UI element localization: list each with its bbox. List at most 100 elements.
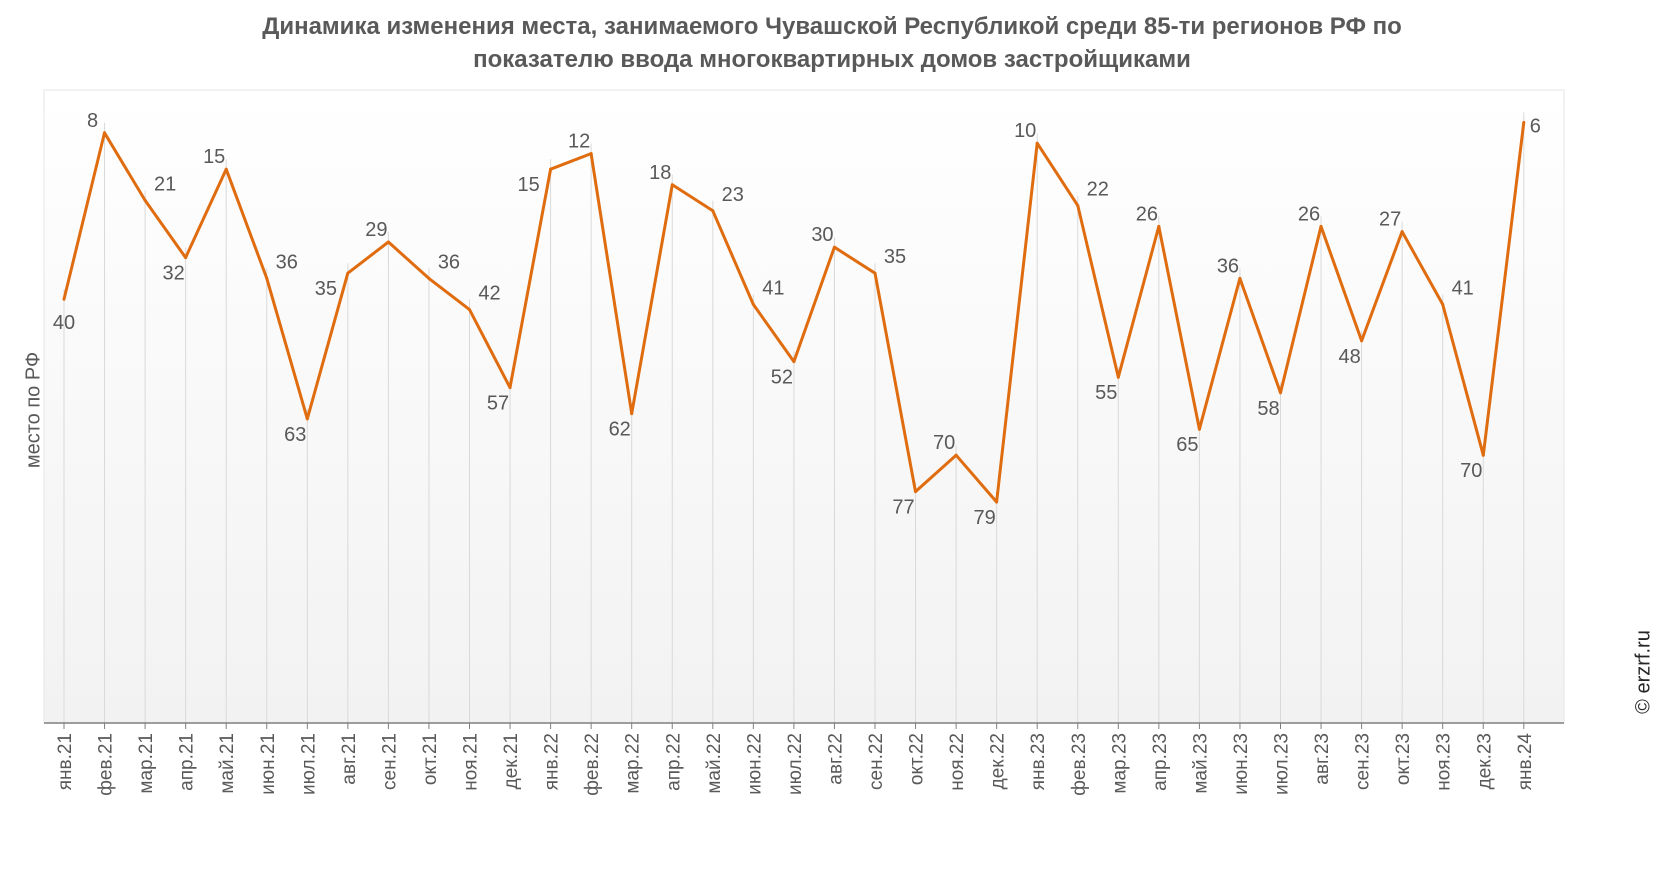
data-point <box>914 490 918 494</box>
x-tick-label: фев.21 <box>96 733 117 796</box>
data-label: 55 <box>1095 382 1117 404</box>
data-label: 58 <box>1257 398 1279 420</box>
data-label: 29 <box>365 219 387 241</box>
data-label: 65 <box>1176 434 1198 456</box>
data-point <box>386 240 390 244</box>
x-tick-label: май.21 <box>217 733 238 794</box>
data-label: 70 <box>1460 460 1482 482</box>
data-point <box>1157 224 1161 228</box>
data-label: 62 <box>609 419 631 441</box>
data-label: 57 <box>487 393 509 415</box>
x-tick-label: янв.23 <box>1028 733 1049 790</box>
data-label: 12 <box>568 131 590 153</box>
data-point <box>1400 230 1404 234</box>
data-point <box>62 297 66 301</box>
data-label: 52 <box>771 367 793 389</box>
x-tick-label: апр.23 <box>1150 733 1171 791</box>
chart-title: Динамика изменения места, занимаемого Чу… <box>0 10 1664 76</box>
x-tick-label: янв.24 <box>1515 733 1536 791</box>
data-label: 10 <box>1014 120 1036 142</box>
x-tick-label: сен.21 <box>379 733 400 790</box>
data-label: 48 <box>1338 346 1360 368</box>
data-label: 23 <box>722 184 744 206</box>
data-point <box>265 276 269 280</box>
data-point <box>103 131 107 135</box>
data-point <box>224 167 228 171</box>
data-point <box>630 412 634 416</box>
data-label: 36 <box>276 251 298 273</box>
data-point <box>1197 427 1201 431</box>
x-tick-label: дек.21 <box>501 733 522 789</box>
data-label: 42 <box>478 283 500 305</box>
chart-title-line1: Динамика изменения места, занимаемого Чу… <box>262 13 1402 40</box>
data-point <box>873 271 877 275</box>
x-tick-label: дек.22 <box>988 733 1009 789</box>
data-label: 35 <box>315 278 337 300</box>
x-tick-label: сен.23 <box>1353 733 1374 790</box>
data-point <box>1319 224 1323 228</box>
data-point <box>832 245 836 249</box>
data-label: 41 <box>1452 277 1474 299</box>
data-label: 26 <box>1136 203 1158 225</box>
chart-title-line2: показателю ввода многоквартирных домов з… <box>473 46 1191 73</box>
data-label: 8 <box>87 110 98 132</box>
data-point <box>1076 204 1080 208</box>
data-point <box>184 256 188 260</box>
x-tick-label: июн.21 <box>258 733 279 795</box>
data-point <box>954 453 958 457</box>
data-point <box>1522 120 1526 124</box>
x-tick-label: мар.21 <box>136 733 157 794</box>
x-tick-label: янв.21 <box>55 733 76 790</box>
data-label: 6 <box>1530 115 1541 137</box>
data-point <box>1360 339 1364 343</box>
data-point <box>1481 453 1485 457</box>
x-tick-label: дек.23 <box>1474 733 1495 789</box>
data-point <box>468 308 471 312</box>
plot-area <box>43 89 1565 724</box>
data-point <box>508 386 512 390</box>
x-tick-label: июл.23 <box>1272 733 1293 795</box>
x-tick-label: авг.22 <box>825 733 846 785</box>
data-point <box>143 198 147 202</box>
x-tick-label: окт.21 <box>420 733 441 785</box>
x-tick-label: апр.21 <box>177 733 198 791</box>
data-point <box>346 271 350 275</box>
data-label: 70 <box>933 432 955 454</box>
data-point <box>670 183 674 187</box>
data-point <box>1238 276 1242 280</box>
data-point <box>1116 375 1120 379</box>
data-point <box>711 209 715 213</box>
data-label: 41 <box>762 277 784 299</box>
data-point <box>1441 302 1445 306</box>
x-tick-label: фев.22 <box>582 733 603 796</box>
x-tick-label: июн.23 <box>1231 733 1252 795</box>
data-label: 22 <box>1087 179 1109 201</box>
x-tick-label: июл.21 <box>298 733 319 795</box>
data-label: 15 <box>203 146 225 168</box>
data-label: 21 <box>154 173 176 195</box>
x-tick-label: ноя.22 <box>947 733 968 791</box>
data-label: 18 <box>649 162 671 184</box>
x-tick-label: мар.23 <box>1109 733 1130 794</box>
x-tick-label: ноя.21 <box>461 733 482 791</box>
y-axis-label: место по РФ <box>22 351 45 469</box>
data-point <box>792 360 796 364</box>
x-tick-label: ноя.23 <box>1434 733 1455 791</box>
x-tick-label: мар.22 <box>623 733 644 794</box>
data-point <box>1035 141 1039 145</box>
data-point <box>427 276 431 280</box>
x-tick-label: май.23 <box>1190 733 1211 794</box>
data-label: 15 <box>517 174 539 196</box>
data-label: 26 <box>1298 203 1320 225</box>
data-label: 63 <box>284 424 306 446</box>
data-point <box>995 500 999 504</box>
data-point <box>549 167 553 171</box>
x-tick-label: фев.23 <box>1069 733 1090 796</box>
data-label: 35 <box>884 246 906 268</box>
x-tick-label: окт.23 <box>1393 733 1414 785</box>
x-tick-label: июн.22 <box>744 733 765 795</box>
data-label: 40 <box>53 312 75 334</box>
data-label: 36 <box>438 251 460 273</box>
data-label: 27 <box>1379 209 1401 231</box>
